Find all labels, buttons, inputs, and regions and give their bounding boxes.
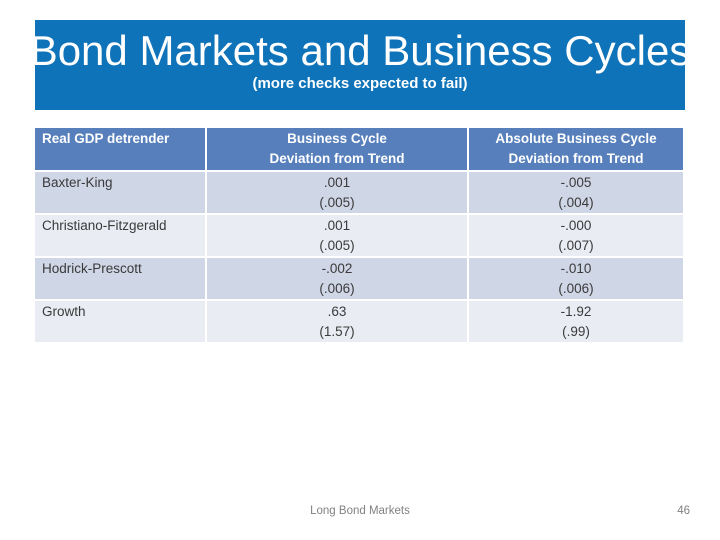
cell-abc-baxter-king: -.005 (.004) xyxy=(469,172,683,213)
cell-abc-hodrick-prescott: -.010 (.006) xyxy=(469,258,683,299)
cell-stderr: (.005) xyxy=(319,195,355,210)
cell-bc-baxter-king: .001 (.005) xyxy=(207,172,467,213)
column-header-line: Deviation from Trend xyxy=(508,151,644,166)
column-header-business-cycle: Business Cycle Deviation from Trend xyxy=(207,128,467,170)
cell-value: -1.92 xyxy=(560,304,592,319)
cell-stderr: (1.57) xyxy=(319,324,355,339)
footer-title: Long Bond Markets xyxy=(310,505,410,517)
cell-value: .001 xyxy=(323,175,351,190)
cell-value: -.005 xyxy=(560,175,592,190)
cell-bc-hodrick-prescott: -.002 (.006) xyxy=(207,258,467,299)
cell-abc-christiano-fitzgerald: -.000 (.007) xyxy=(469,215,683,256)
column-header-line: Deviation from Trend xyxy=(269,151,405,166)
results-table: Real GDP detrender Business Cycle Deviat… xyxy=(35,128,683,342)
cell-stderr: (.007) xyxy=(558,238,594,253)
row-label-christiano-fitzgerald: Christiano-Fitzgerald xyxy=(35,215,205,256)
cell-value: -.000 xyxy=(560,218,592,233)
column-header-detrender: Real GDP detrender xyxy=(35,128,205,170)
column-header-line: Absolute Business Cycle xyxy=(495,131,657,146)
row-label-hodrick-prescott: Hodrick-Prescott xyxy=(35,258,205,299)
slide-subtitle: (more checks expected to fail) xyxy=(252,75,468,93)
cell-value: .63 xyxy=(327,304,347,319)
cell-stderr: (.004) xyxy=(558,195,594,210)
cell-stderr: (.005) xyxy=(319,238,355,253)
cell-value: -.002 xyxy=(321,261,353,276)
cell-abc-growth: -1.92 (.99) xyxy=(469,301,683,342)
cell-bc-growth: .63 (1.57) xyxy=(207,301,467,342)
row-label-growth: Growth xyxy=(35,301,205,342)
column-header-absolute-business-cycle: Absolute Business Cycle Deviation from T… xyxy=(469,128,683,170)
cell-stderr: (.99) xyxy=(562,324,590,339)
cell-bc-christiano-fitzgerald: .001 (.005) xyxy=(207,215,467,256)
cell-value: -.010 xyxy=(560,261,592,276)
slide-title-banner: Bond Markets and Business Cycles (more c… xyxy=(30,20,690,110)
cell-stderr: (.006) xyxy=(319,281,355,296)
row-label-baxter-king: Baxter-King xyxy=(35,172,205,213)
cell-stderr: (.006) xyxy=(558,281,594,296)
slide-page-number: 46 xyxy=(677,505,690,517)
column-header-line: Business Cycle xyxy=(287,131,387,146)
slide-title: Bond Markets and Business Cycles xyxy=(29,27,691,74)
cell-value: .001 xyxy=(323,218,351,233)
